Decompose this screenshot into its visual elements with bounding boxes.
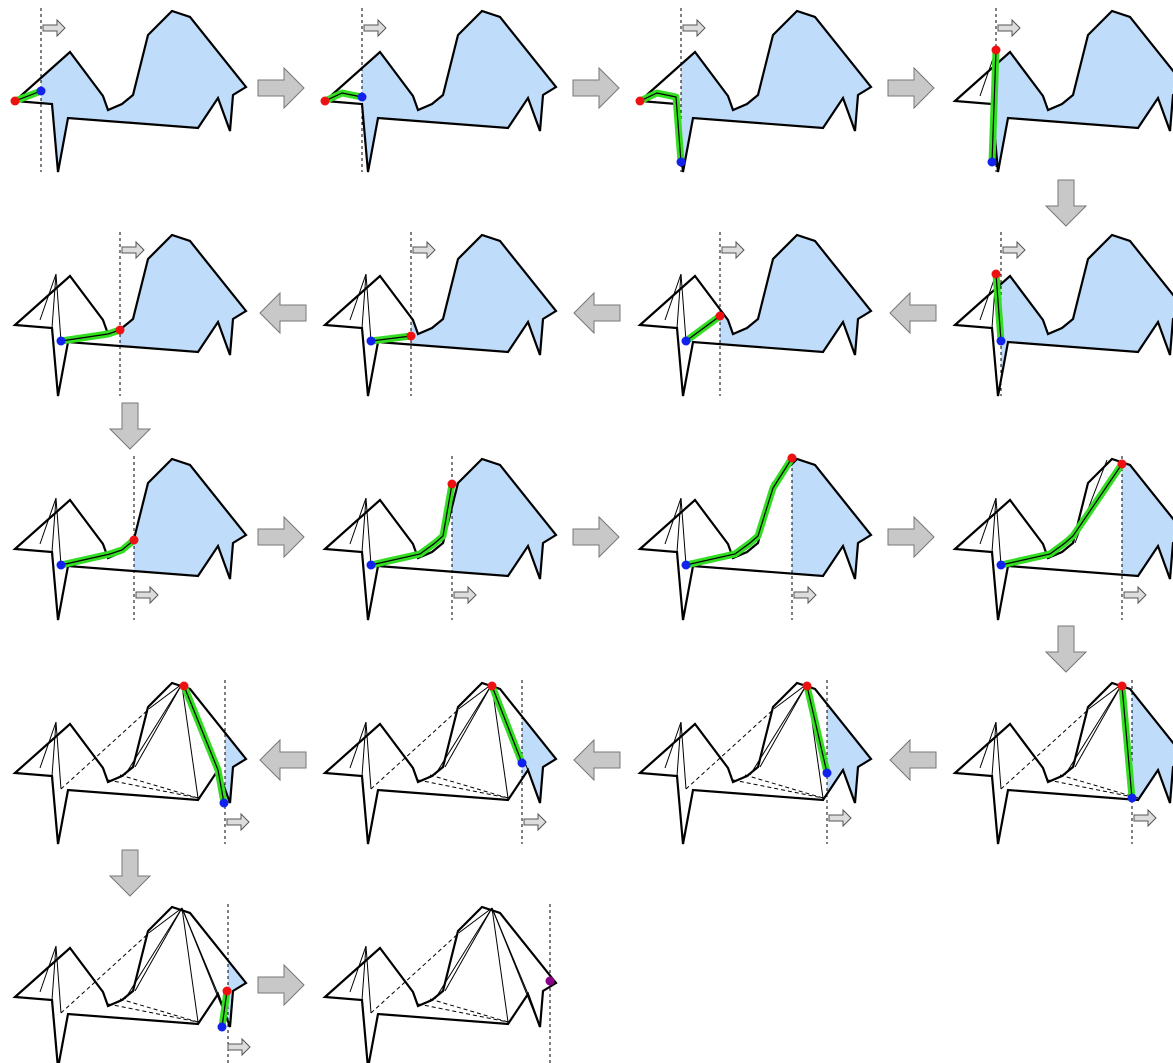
- step-arrow: [889, 292, 937, 334]
- step-arrow: [887, 67, 935, 109]
- step-panel: [953, 680, 1173, 846]
- step-panel: [635, 8, 873, 174]
- step-panel: [953, 8, 1173, 174]
- step-panel: [13, 904, 251, 1063]
- step-panel: [320, 8, 558, 174]
- step-panel: [638, 453, 873, 622]
- step-arrow: [109, 402, 151, 450]
- step-arrow: [573, 739, 621, 781]
- step-arrow: [889, 739, 937, 781]
- step-panel: [323, 232, 558, 398]
- step-panel: [638, 680, 873, 846]
- step-arrow: [259, 739, 307, 781]
- step-arrow: [572, 516, 620, 558]
- step-arrow: [1045, 179, 1087, 227]
- step-panel: [323, 456, 558, 622]
- step-arrow: [257, 964, 305, 1006]
- step-panel: [638, 232, 873, 398]
- step-arrow: [572, 67, 620, 109]
- step-panel: [13, 680, 250, 846]
- step-arrow: [1045, 625, 1087, 673]
- step-panel: [953, 456, 1173, 622]
- step-arrow: [573, 292, 621, 334]
- step-arrow: [257, 67, 305, 109]
- step-arrow: [259, 292, 307, 334]
- step-panel: [13, 456, 248, 622]
- step-panel: [323, 904, 558, 1063]
- step-panel: [323, 680, 558, 846]
- step-panel: [13, 232, 248, 398]
- step-arrow: [887, 516, 935, 558]
- step-panel: [953, 232, 1173, 398]
- step-arrow: [109, 849, 151, 897]
- step-arrow: [257, 516, 305, 558]
- step-panel: [10, 8, 248, 174]
